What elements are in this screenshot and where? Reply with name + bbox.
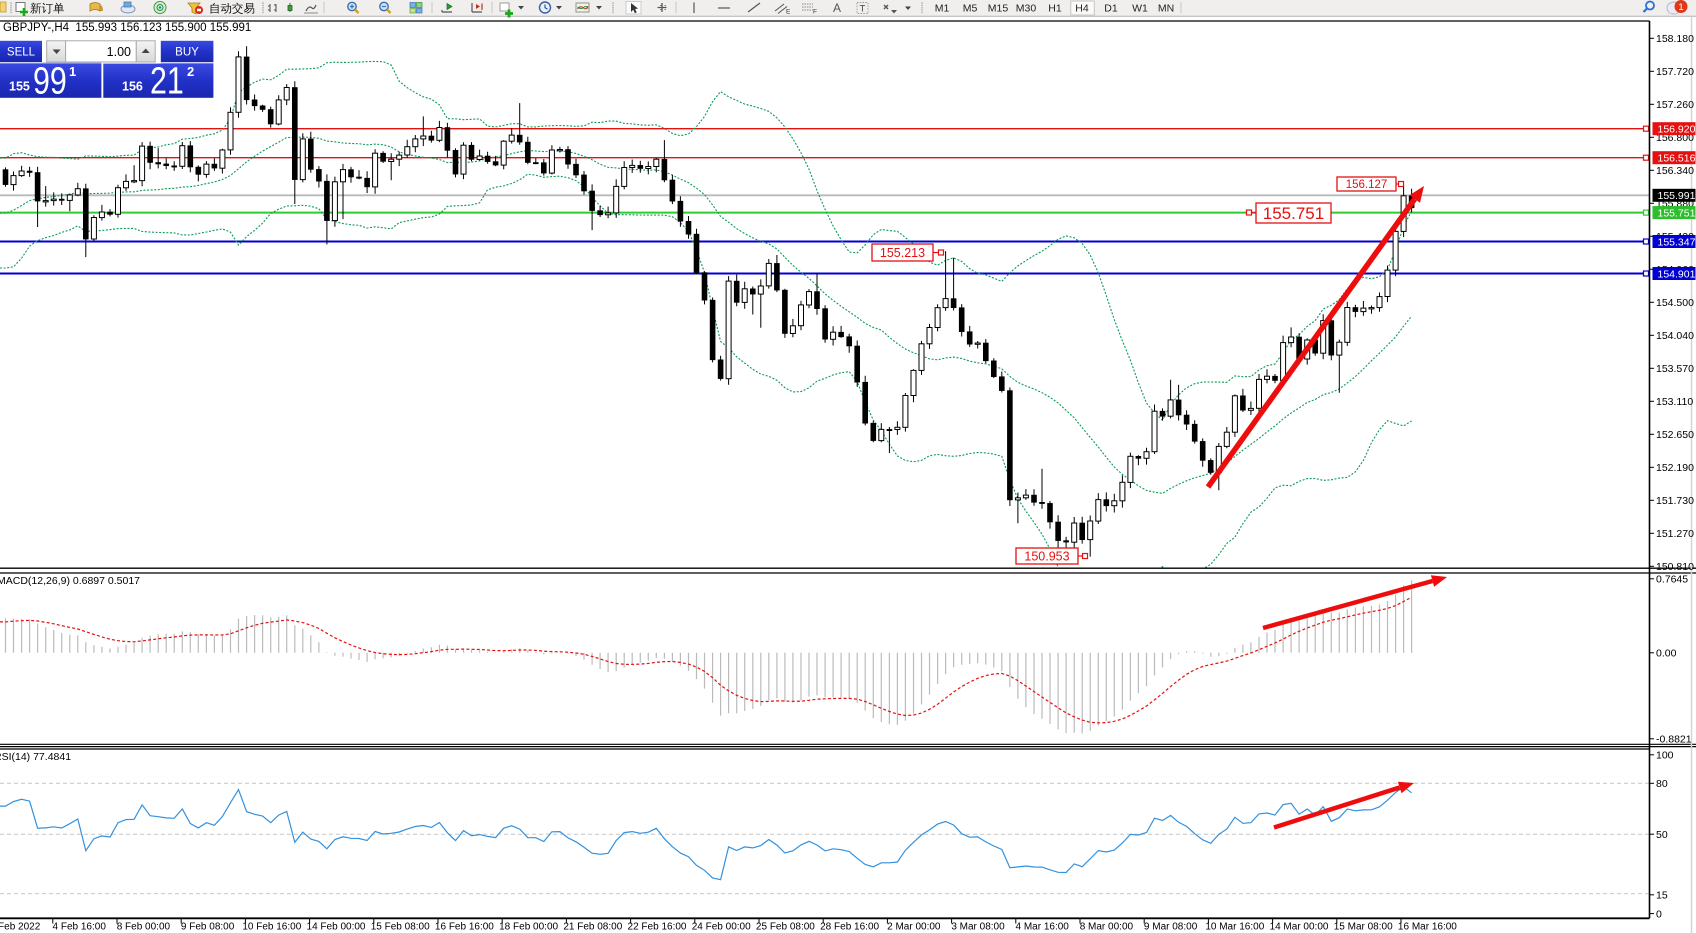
svg-text:14 Mar 00:00: 14 Mar 00:00 <box>1270 922 1329 933</box>
svg-text:155.991: 155.991 <box>1658 190 1696 202</box>
svg-text:0.00: 0.00 <box>1656 648 1677 660</box>
svg-text:SELL: SELL <box>7 47 36 59</box>
svg-text:155.213: 155.213 <box>880 246 925 260</box>
svg-text:156.340: 156.340 <box>1656 165 1694 177</box>
svg-text:M15: M15 <box>988 3 1009 15</box>
svg-text:16 Feb 16:00: 16 Feb 16:00 <box>435 922 494 933</box>
svg-text:0.7645: 0.7645 <box>1656 574 1688 586</box>
svg-text:2 Feb 2022: 2 Feb 2022 <box>0 922 41 933</box>
svg-text:153.110: 153.110 <box>1656 396 1693 408</box>
svg-text:155.751: 155.751 <box>1263 204 1324 223</box>
svg-text:W1: W1 <box>1132 3 1148 15</box>
svg-text:M1: M1 <box>935 3 950 15</box>
svg-text:157.260: 157.260 <box>1656 99 1694 111</box>
svg-text:14 Feb 00:00: 14 Feb 00:00 <box>307 922 366 933</box>
svg-text:9 Feb 08:00: 9 Feb 08:00 <box>181 922 235 933</box>
svg-text:50: 50 <box>1656 829 1668 841</box>
svg-text:T: T <box>860 4 866 15</box>
svg-text:25 Feb 08:00: 25 Feb 08:00 <box>756 922 815 933</box>
svg-text:1: 1 <box>1678 2 1683 13</box>
svg-text:GBPJPY-,H4 155.993 156.123 15: GBPJPY-,H4 155.993 156.123 155.900 155.9… <box>3 22 251 34</box>
svg-text:8 Mar 00:00: 8 Mar 00:00 <box>1080 922 1134 933</box>
svg-text:A: A <box>833 1 841 15</box>
svg-text:H1: H1 <box>1048 3 1062 15</box>
svg-text:157.720: 157.720 <box>1656 66 1694 78</box>
svg-text:-0.8821: -0.8821 <box>1656 734 1692 746</box>
svg-text:D1: D1 <box>1104 3 1118 15</box>
svg-text:3 Mar 08:00: 3 Mar 08:00 <box>951 922 1005 933</box>
svg-text:4 Feb 16:00: 4 Feb 16:00 <box>53 922 107 933</box>
svg-text:8 Feb 00:00: 8 Feb 00:00 <box>117 922 171 933</box>
svg-text:99: 99 <box>33 60 67 102</box>
svg-text:156.516: 156.516 <box>1658 153 1696 165</box>
svg-text:153.570: 153.570 <box>1656 363 1694 375</box>
svg-text:2 Mar 00:00: 2 Mar 00:00 <box>887 922 941 933</box>
svg-text:2: 2 <box>187 64 194 79</box>
svg-text:21 Feb 08:00: 21 Feb 08:00 <box>563 922 622 933</box>
svg-text:1.00: 1.00 <box>107 45 131 59</box>
svg-text:151.730: 151.730 <box>1656 495 1694 507</box>
svg-text:4 Mar 16:00: 4 Mar 16:00 <box>1016 922 1070 933</box>
svg-text:154.040: 154.040 <box>1656 330 1694 342</box>
svg-text:H4: H4 <box>1075 3 1089 15</box>
svg-text:28 Feb 16:00: 28 Feb 16:00 <box>820 922 879 933</box>
svg-text:155: 155 <box>9 80 30 94</box>
svg-text:151.270: 151.270 <box>1656 528 1694 540</box>
svg-text:MACD(12,26,9) 0.6897 0.5017: MACD(12,26,9) 0.6897 0.5017 <box>0 575 140 587</box>
svg-text:21: 21 <box>150 60 184 102</box>
svg-text:150.953: 150.953 <box>1024 550 1069 564</box>
svg-text:RSI(14) 77.4841: RSI(14) 77.4841 <box>0 751 71 763</box>
svg-text:10 Feb 16:00: 10 Feb 16:00 <box>242 922 301 933</box>
svg-text:156: 156 <box>122 80 143 94</box>
svg-text:80: 80 <box>1656 778 1668 790</box>
svg-text:24 Feb 00:00: 24 Feb 00:00 <box>692 922 751 933</box>
svg-text:M30: M30 <box>1016 3 1037 15</box>
svg-text:100: 100 <box>1656 750 1674 762</box>
svg-text:156.127: 156.127 <box>1346 179 1388 191</box>
svg-text:158.180: 158.180 <box>1656 33 1694 45</box>
svg-text:1: 1 <box>69 64 76 79</box>
svg-text:18 Feb 00:00: 18 Feb 00:00 <box>499 922 558 933</box>
svg-text:154.901: 154.901 <box>1658 268 1696 280</box>
svg-text:152.190: 152.190 <box>1656 462 1694 474</box>
svg-text:16 Mar 16:00: 16 Mar 16:00 <box>1398 922 1457 933</box>
svg-text:154.500: 154.500 <box>1656 297 1694 309</box>
svg-text:22 Feb 16:00: 22 Feb 16:00 <box>628 922 687 933</box>
svg-text:152.650: 152.650 <box>1656 429 1694 441</box>
svg-text:0: 0 <box>1656 908 1662 920</box>
svg-text:15: 15 <box>1656 890 1668 902</box>
svg-text:155.347: 155.347 <box>1658 236 1696 248</box>
svg-text:MN: MN <box>1158 3 1174 15</box>
svg-text:10 Mar 16:00: 10 Mar 16:00 <box>1205 922 1264 933</box>
svg-text:156.920: 156.920 <box>1658 124 1696 136</box>
svg-text:15 Mar 08:00: 15 Mar 08:00 <box>1334 922 1393 933</box>
svg-text:15 Feb 08:00: 15 Feb 08:00 <box>371 922 430 933</box>
svg-text:E: E <box>786 9 791 16</box>
svg-text:9 Mar 08:00: 9 Mar 08:00 <box>1144 922 1198 933</box>
svg-text:155.751: 155.751 <box>1658 207 1696 219</box>
svg-text:BUY: BUY <box>175 47 199 59</box>
svg-text:150.810: 150.810 <box>1656 561 1694 573</box>
svg-text:M5: M5 <box>963 3 978 15</box>
svg-text:F: F <box>813 9 817 16</box>
